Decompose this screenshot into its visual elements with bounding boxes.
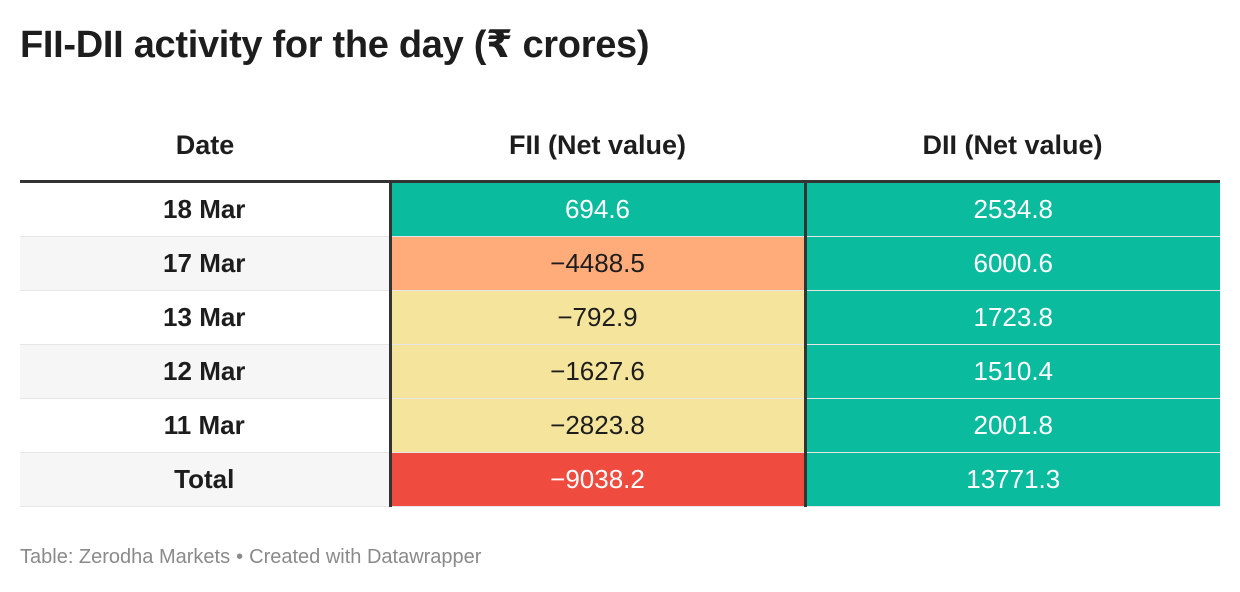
footer-credit-text: Created with Datawrapper [249,546,482,568]
fii-value-cell: −2823.8 [388,398,807,453]
dii-value-cell: 13771.3 [805,452,1220,507]
fii-value-cell: 694.6 [388,181,807,237]
table-header-row: Date FII (Net value) DII (Net value) [20,110,1220,183]
table-row: 12 Mar −1627.6 1510.4 [20,344,1220,399]
date-cell: 17 Mar [20,236,390,291]
fii-value-cell: −9038.2 [388,452,807,507]
date-cell: 11 Mar [20,398,390,453]
dii-value-cell: 6000.6 [805,236,1220,291]
column-header-fii: FII (Net value) [390,110,805,183]
dii-value-cell: 1723.8 [805,290,1220,345]
chart-title: FII-DII activity for the day (₹ crores) [20,24,650,66]
table-row: 11 Mar −2823.8 2001.8 [20,398,1220,453]
table-row: Total −9038.2 13771.3 [20,452,1220,507]
column-header-dii: DII (Net value) [805,110,1220,183]
dii-value-cell: 1510.4 [805,344,1220,399]
table-body: 18 Mar 694.6 2534.8 17 Mar −4488.5 6000.6 13 M… [20,181,1220,507]
date-cell: 13 Mar [20,290,390,345]
fii-value-cell: −792.9 [388,290,807,345]
date-cell: Total [20,452,390,507]
footer-separator: • [236,546,244,568]
column-header-date: Date [20,110,390,183]
date-cell: 12 Mar [20,344,390,399]
fii-value-cell: −4488.5 [388,236,807,291]
fii-value-cell: −1627.6 [388,344,807,399]
dii-value-cell: 2001.8 [805,398,1220,453]
table-row: 18 Mar 694.6 2534.8 [20,181,1220,237]
dii-value-cell: 2534.8 [805,181,1220,237]
fii-dii-table: Date FII (Net value) DII (Net value) 18 … [20,110,1220,507]
table-row: 17 Mar −4488.5 6000.6 [20,236,1220,291]
date-cell: 18 Mar [20,181,390,237]
table-row: 13 Mar −792.9 1723.8 [20,290,1220,345]
footer-credit: Table: Zerodha Markets • Created with Data… [20,546,481,569]
footer-source: Table: Zerodha Markets [20,546,231,568]
